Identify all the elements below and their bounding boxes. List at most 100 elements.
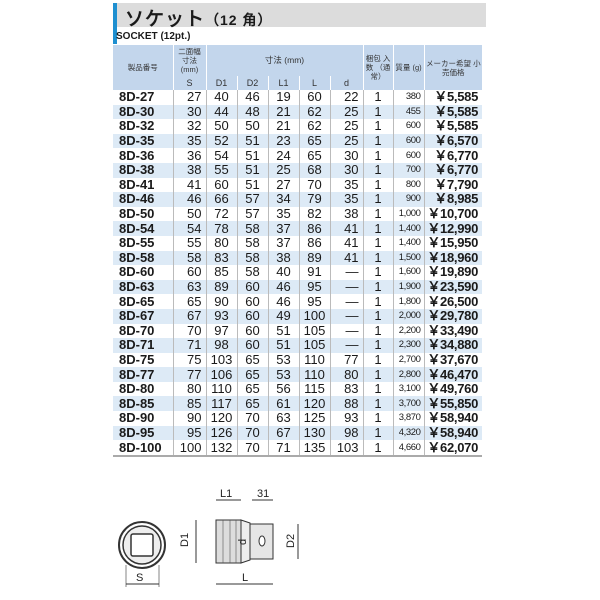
table-row: 8D-32 32 50 50 21 62 25 1 600 ￥5,585: [113, 119, 483, 134]
cell-d2: 58: [236, 265, 268, 280]
cell-s: 27: [172, 90, 206, 105]
cell-model: 8D-38: [113, 163, 173, 178]
cell-pack-qty: 1: [362, 163, 394, 178]
label-l: L: [242, 572, 248, 584]
table-row: 8D-100 100 132 70 71 135 103 1 4,660 ￥62,070: [113, 440, 483, 457]
cell-price: ￥46,470: [423, 367, 483, 382]
cell-l: 130: [298, 426, 330, 441]
cell-s: 41: [172, 178, 206, 193]
cell-s: 60: [172, 265, 206, 280]
cell-model: 8D-100: [113, 440, 173, 457]
cell-model: 8D-95: [113, 426, 173, 441]
cell-s: 32: [172, 119, 206, 134]
header-weight: 質量 (g): [392, 45, 425, 90]
cell-d: —: [329, 265, 364, 280]
cell-l: 82: [298, 207, 330, 222]
cell-d: —: [329, 338, 364, 353]
cell-d2: 58: [236, 251, 268, 266]
cell-pack-qty: 1: [362, 192, 394, 207]
cell-l1: 19: [267, 90, 299, 105]
cell-d2: 57: [236, 207, 268, 222]
cell-s: 100: [172, 440, 206, 457]
table-row: 8D-67 67 93 60 49 100—1 2,000 ￥29,780: [113, 308, 483, 324]
cell-model: 8D-30: [113, 105, 173, 120]
cell-price: ￥33,490: [423, 323, 483, 339]
table-row: 8D-75 75 103 65 53 110 77 1 2,700 ￥37,670: [113, 353, 483, 368]
cell-l: 125: [298, 411, 330, 426]
cell-s: 80: [172, 382, 206, 397]
cell-d: 35: [329, 178, 364, 193]
cell-price: ￥37,670: [423, 353, 483, 368]
table-row: 8D-58 58 83 58 38 89 41 1 1,500 ￥18,960: [113, 250, 483, 266]
cell-l1: 51: [267, 338, 299, 353]
cell-pack-qty: 1: [362, 134, 394, 149]
cell-l1: 34: [267, 192, 299, 207]
cell-pack-qty: 1: [362, 280, 394, 295]
cell-pack-qty: 1: [362, 236, 394, 251]
cell-weight: 2,000: [392, 308, 425, 324]
cell-model: 8D-70: [119, 322, 155, 338]
cell-d2: 65: [236, 382, 268, 397]
cell-weight: 1,500: [392, 250, 425, 266]
cell-l1: 35: [267, 207, 299, 222]
cell-d: 41: [329, 236, 364, 251]
cell-pack-qty: 1: [362, 251, 394, 266]
cell-weight: 600: [392, 119, 425, 134]
cell-d1: 106: [205, 367, 237, 382]
cell-d2: 51: [236, 178, 268, 193]
cell-weight: 2,300: [392, 338, 425, 353]
cell-weight: 3,100: [392, 381, 425, 397]
cell-l1: 49: [267, 309, 299, 324]
cell-l1: 27: [267, 178, 299, 193]
table-row: 8D-80 80 110 65 56 115 83 1 3,100 ￥49,760: [113, 381, 483, 397]
cell-price: ￥12,990: [423, 221, 483, 236]
cell-l: 86: [298, 221, 330, 236]
cell-d2: 51: [236, 134, 268, 149]
cell-l: 86: [298, 236, 330, 251]
cell-model: 8D-90: [119, 410, 155, 426]
header-pack-qty: 梱包 入数 （通常）: [362, 45, 394, 90]
cell-l: 62: [298, 105, 330, 120]
cell-d2: 65: [236, 367, 268, 382]
table-row: 8D-50 50 72 57 35 82 38 1 1,000 ￥10,700: [113, 206, 483, 222]
cell-weight: 2,200: [392, 323, 425, 339]
cell-d: 83: [329, 382, 364, 397]
cell-d2: 51: [236, 163, 268, 178]
cell-l: 105: [298, 323, 330, 339]
cell-d2: 65: [236, 396, 268, 412]
cell-d1: 97: [205, 323, 237, 339]
cell-l: 91: [298, 265, 330, 280]
cell-d2: 57: [236, 192, 268, 207]
cell-price: ￥5,585: [423, 90, 483, 105]
cell-price: ￥58,940: [423, 426, 483, 441]
cell-pack-qty: 1: [362, 90, 394, 105]
cell-l: 95: [298, 294, 330, 309]
cell-l: 89: [298, 251, 330, 266]
cell-l1: 23: [267, 134, 299, 149]
header-width-across: 二面幅 寸法 (mm): [172, 45, 206, 76]
cell-d: 38: [329, 207, 364, 222]
title-bar: ソケット（12 角）: [113, 3, 486, 30]
cell-d1: 103: [205, 353, 237, 368]
cell-model: 8D-65: [119, 293, 155, 309]
cell-weight: 600: [392, 133, 425, 149]
cell-s: 77: [172, 367, 206, 382]
cell-l1: 38: [267, 251, 299, 266]
cell-d: 93: [329, 411, 364, 426]
cell-s: 65: [172, 294, 206, 309]
cell-price: ￥7,790: [423, 178, 483, 193]
header-d1: D1: [205, 76, 237, 90]
cell-l: 65: [298, 134, 330, 149]
cell-s: 71: [172, 338, 206, 353]
cell-d1: 60: [205, 178, 237, 193]
cell-weight: 1,000: [392, 206, 425, 222]
cell-d: 41: [329, 251, 364, 266]
cell-d2: 60: [236, 280, 268, 295]
cell-d: 41: [329, 221, 364, 236]
cell-pack-qty: 1: [362, 411, 394, 426]
cell-s: 63: [172, 280, 206, 295]
table-row: 8D-77 77 106 65 53 110 80 1 2,800 ￥46,470: [113, 367, 483, 382]
table-row: 8D-90 90 120 70 63 125 93 1 3,870 ￥58,940: [113, 410, 483, 426]
cell-price: ￥6,770: [423, 163, 483, 178]
table-row: 8D-36 36 54 51 24 65 30 1 600 ￥6,770: [113, 148, 483, 163]
